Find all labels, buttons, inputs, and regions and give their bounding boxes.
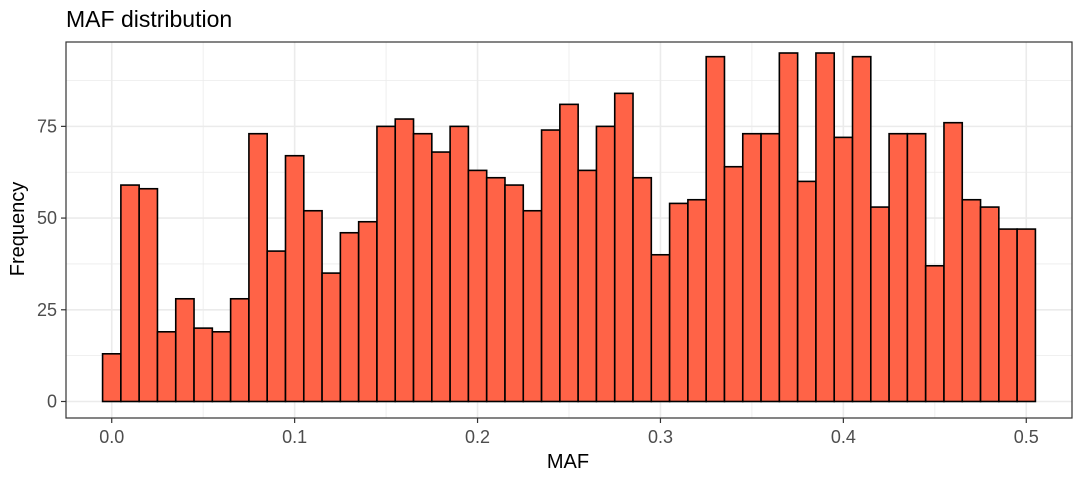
histogram-bar xyxy=(211,330,232,403)
histogram-bar xyxy=(138,187,159,403)
histogram-bar xyxy=(467,169,488,403)
histogram-bar xyxy=(632,176,653,403)
histogram-bar xyxy=(943,121,964,403)
histogram-bar xyxy=(522,209,543,403)
histogram-bar xyxy=(595,125,616,403)
histogram-bar xyxy=(229,297,250,403)
histogram-bar xyxy=(266,250,287,403)
histogram-bar xyxy=(321,272,342,403)
histogram-bar xyxy=(302,209,323,403)
histogram-bar xyxy=(668,202,689,403)
histogram-bar xyxy=(869,206,890,403)
histogram-bar xyxy=(101,353,122,403)
chart-title: MAF distribution xyxy=(66,6,232,32)
histogram-bar xyxy=(888,132,909,403)
x-tick-label: 0.3 xyxy=(648,427,673,447)
histogram-bar xyxy=(650,253,671,403)
histogram-bar xyxy=(577,169,598,403)
histogram-bar xyxy=(156,330,177,403)
histogram-bar xyxy=(961,198,982,403)
histogram-bar xyxy=(833,136,854,403)
x-tick-label: 0.5 xyxy=(1014,427,1039,447)
x-tick-label: 0.0 xyxy=(99,427,124,447)
histogram-bar xyxy=(723,165,744,403)
histogram-bar xyxy=(979,206,1000,403)
histogram-bar xyxy=(998,228,1018,403)
histogram-bar xyxy=(924,264,945,403)
histogram-bar xyxy=(431,151,451,403)
histogram-bar xyxy=(687,198,707,403)
histogram-bar xyxy=(760,132,781,403)
histogram-bar xyxy=(394,118,415,403)
histogram-bar xyxy=(174,297,195,403)
x-tick-label: 0.2 xyxy=(465,427,490,447)
histogram-bar xyxy=(504,184,525,403)
histogram-bar xyxy=(741,132,762,403)
histogram-bar xyxy=(412,132,433,403)
histogram-bar xyxy=(815,52,836,403)
histogram-bar xyxy=(376,125,397,403)
histogram-bar xyxy=(120,184,140,403)
histogram-bar xyxy=(284,154,305,403)
histogram-bars xyxy=(101,52,1037,403)
histogram-bar xyxy=(449,125,470,403)
histogram-bar xyxy=(339,231,360,403)
y-tick-label: 0 xyxy=(47,391,57,411)
panel-border xyxy=(65,41,1073,419)
histogram-bar xyxy=(796,180,817,403)
y-tick-label: 75 xyxy=(37,116,57,136)
x-tick-label: 0.1 xyxy=(282,427,307,447)
x-axis-title: MAF xyxy=(547,451,589,473)
histogram-bar xyxy=(906,132,927,403)
histogram-bar xyxy=(705,55,726,403)
histogram-bar xyxy=(778,52,799,403)
histogram-bar xyxy=(613,92,634,403)
y-tick-label: 25 xyxy=(37,300,57,320)
axes: 0.0 0.1 0.2 0.3 0.4 0.5 0 25 50 75 xyxy=(37,116,1039,447)
y-axis-title: Frequency xyxy=(7,182,29,277)
x-tick-label: 0.4 xyxy=(831,427,856,447)
histogram-bar xyxy=(248,132,268,403)
histogram-bar xyxy=(851,55,872,403)
histogram-bar xyxy=(1016,228,1037,403)
y-tick-label: 50 xyxy=(37,208,57,228)
histogram-bar xyxy=(540,129,561,403)
histogram-bar xyxy=(357,220,378,403)
histogram-bar xyxy=(485,176,506,403)
histogram-bar xyxy=(193,327,214,403)
histogram-bar xyxy=(559,103,579,403)
